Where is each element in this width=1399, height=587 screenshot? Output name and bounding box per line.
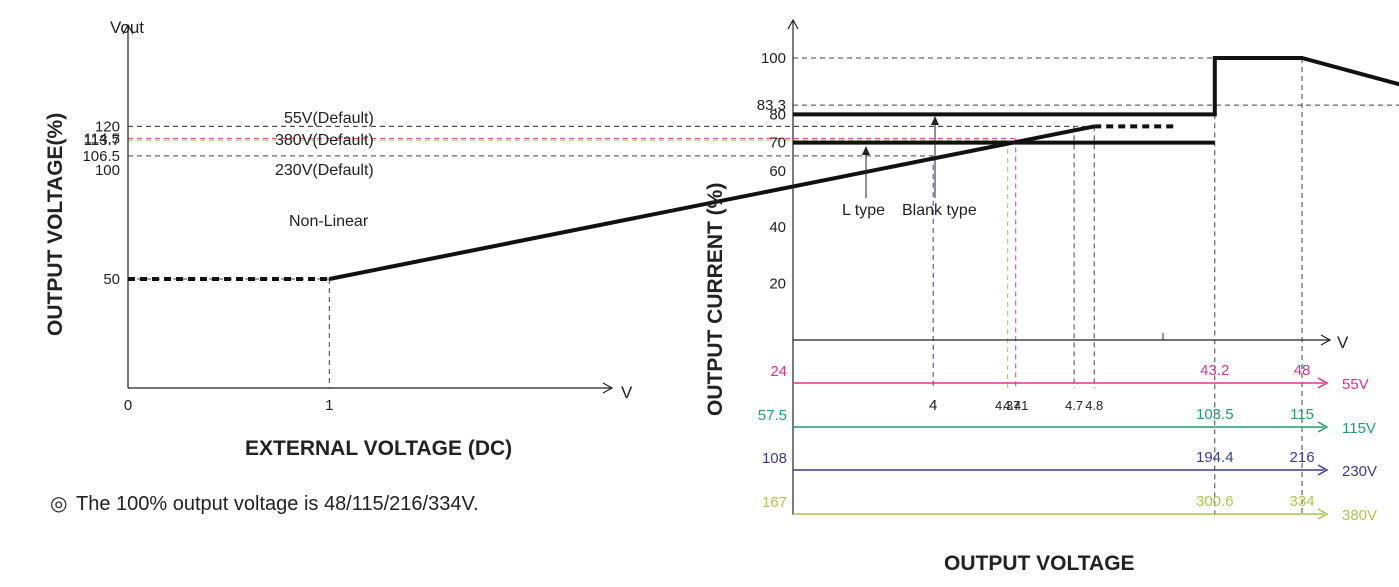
right-y-tick-label: 80 — [769, 106, 786, 123]
right-x-unit-label: V — [1337, 333, 1349, 352]
label-blank-type: Blank type — [902, 202, 977, 219]
left-y-tick-label: 100 — [95, 162, 120, 179]
output-scale-value-label: 43.2 — [1200, 362, 1229, 379]
right-y-tick-label: 60 — [769, 163, 786, 180]
left-curve-segment — [328, 124, 1095, 281]
left-y-tick-label: 50 — [103, 271, 120, 288]
left-x-tick-label: 0 — [124, 397, 132, 414]
output-scale-arrowhead — [1317, 464, 1329, 476]
l-type-pointer-head — [862, 146, 870, 155]
output-scale-value-label: 300.6 — [1196, 493, 1234, 510]
right-y-tick-label: 83.3 — [757, 97, 786, 114]
left-x-tick-label: 4.7 — [1065, 398, 1083, 413]
right-y-tick-label: 40 — [769, 219, 786, 236]
output-scale-arrowhead — [1317, 421, 1329, 433]
left-y-tick-label: 113.7 — [84, 132, 120, 149]
left-x-axis-title: EXTERNAL VOLTAGE (DC) — [245, 437, 512, 460]
output-scale-start-label: 167 — [762, 494, 787, 511]
output-scale-model-label: 115V — [1342, 420, 1376, 437]
note-symbol: ◎ — [50, 493, 67, 515]
label-l-type: L type — [842, 202, 885, 219]
output-scale-start-label: 108 — [762, 450, 787, 467]
label-230v-default: 230V(Default) — [275, 162, 374, 179]
right-y-tick-label: 100 — [761, 50, 786, 67]
series-blank-type — [793, 56, 1399, 117]
output-scale-arrowhead — [1317, 377, 1329, 389]
left-x-unit-label: V — [621, 383, 633, 402]
note-text: The 100% output voltage is 48/115/216/33… — [76, 493, 479, 515]
output-scale-value-label: 103.5 — [1196, 406, 1234, 423]
output-scale-value-label: 115 — [1290, 406, 1314, 423]
left-y-unit-label: Vout — [110, 18, 144, 37]
left-y-tick-label: 120 — [95, 118, 120, 135]
left-x-tick-label: 4 — [929, 397, 937, 414]
output-scale-value-label: 216 — [1290, 449, 1315, 466]
right-x-axis-title: OUTPUT VOLTAGE — [944, 552, 1135, 575]
label-55v-default: 55V(Default) — [284, 110, 374, 127]
blank-type-pointer-head — [931, 116, 939, 125]
left-x-tick-label: 4.8 — [1085, 398, 1103, 413]
output-scale-value-label: 48 — [1294, 362, 1311, 379]
label-non-linear: Non-Linear — [289, 213, 369, 230]
left-y-tick-label: 106.5 — [82, 148, 120, 165]
right-y-axis-title: OUTPUT CURRENT (%) — [704, 183, 727, 416]
output-scale-model-label: 55V — [1342, 376, 1369, 393]
output-scale-arrowhead — [1317, 508, 1329, 520]
output-scale-value-label: 334 — [1290, 493, 1315, 510]
left-x-tick-label: 4.41 — [1003, 398, 1028, 413]
output-scale-model-label: 380V — [1342, 507, 1377, 524]
right-y-tick-label: 20 — [769, 276, 786, 293]
output-scale-start-label: 24 — [770, 363, 787, 380]
right-y-tick-label: 70 — [769, 135, 786, 152]
output-scale-model-label: 230V — [1342, 463, 1377, 480]
label-380v-default: 380V(Default) — [275, 132, 374, 149]
output-scale-start-label: 57.5 — [758, 407, 787, 424]
left-y-tick-label: 114.5 — [84, 130, 120, 147]
left-y-axis-title: OUTPUT VOLTAGE(%) — [44, 113, 67, 336]
left-x-tick-label: 1 — [325, 397, 333, 414]
output-scale-value-label: 194.4 — [1196, 449, 1234, 466]
left-x-tick-label: 4.37 — [995, 398, 1020, 413]
